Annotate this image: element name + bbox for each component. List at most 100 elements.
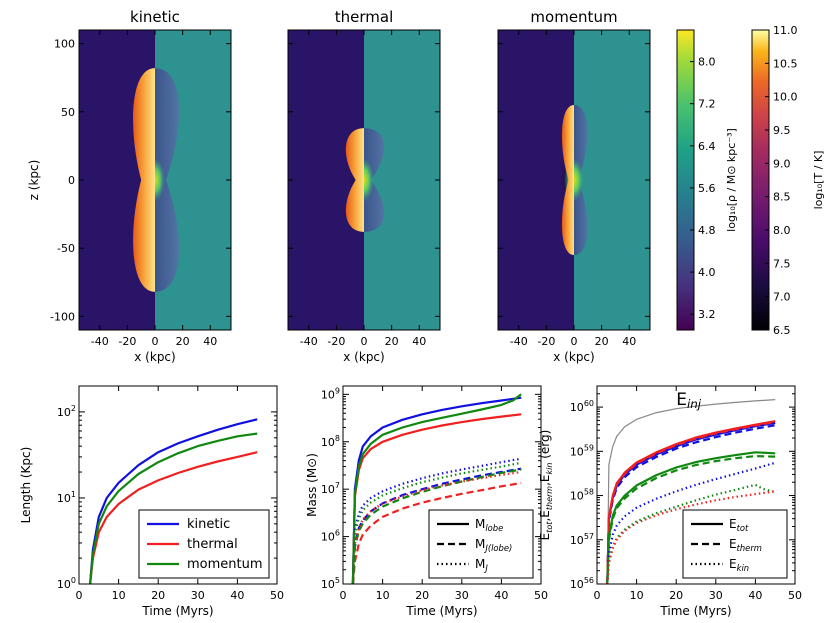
legend-label: Mlobe (475, 517, 503, 533)
map-xtick-label: -40 (91, 335, 109, 348)
legend-label-sub: therm (737, 543, 762, 553)
chart-xtick-label: 20 (151, 589, 165, 602)
colorbar-tick-label: 8.5 (773, 191, 791, 204)
series-line-momentum-j (351, 461, 522, 584)
chart-ytick-label: 1056 (570, 576, 594, 591)
colorbars: 3.2 4.0 4.8 5.6 6.4 7.2 8.0 log₁₀[ρ / M⊙ kpc⁻³]… (676, 24, 825, 337)
temperature-lobe (345, 128, 364, 232)
legend-label-base: E (729, 537, 737, 551)
chart-ylabel-part: ,E (538, 510, 552, 521)
chart-xtick-label: 0 (76, 589, 83, 602)
map-xtick-label: -20 (118, 335, 136, 348)
map-xtick-label: 0 (152, 335, 159, 348)
chart-series-group (606, 399, 776, 584)
chart-ylabel-part: E (538, 533, 552, 541)
map-xtick-label: -20 (537, 335, 555, 348)
chart-xtick-label: 50 (270, 589, 284, 602)
series-line-thermal-therm (606, 420, 776, 584)
legend-label-sub: lobe (485, 523, 503, 533)
colorbar-label: log₁₀[ρ / M⊙ kpc⁻³] (725, 128, 738, 232)
colorbar-tick-label: 8.0 (773, 224, 791, 237)
chart-ytick-label: 106 (321, 529, 340, 544)
chart-ytick-label-exp: 9 (335, 386, 340, 395)
chart-ytick-label-base: 10 (321, 531, 335, 544)
map-panel-momentum: momentum -40 -20 0 20 40 x (kpc) (497, 8, 651, 364)
chart-ytick-label-base: 10 (570, 578, 584, 591)
simulation-maps: kinetic -40 -20 0 20 40 x (kpc) -100 -50 0 50 100 z … (27, 8, 651, 364)
chart-ylabel-part: tot (545, 521, 554, 533)
colorbar-tick-label: 7.0 (773, 291, 791, 304)
colorbar-tick-label: 9.0 (773, 157, 791, 170)
map-ytick-label: -50 (57, 242, 75, 255)
chart-ytick-label-exp: 59 (584, 443, 594, 452)
legend-label: momentum (187, 557, 263, 572)
chart-ytick-label: 1059 (570, 443, 594, 458)
legend-label: MJ (475, 557, 488, 573)
temperature-lobe (133, 68, 155, 292)
colorbar-tick-label: 10.0 (773, 91, 798, 104)
temperature-lobe (561, 105, 574, 255)
chart-xtick-label: 20 (415, 589, 429, 602)
legend-label-sub: kin (737, 563, 750, 573)
legend-label-sub: J(lobe) (483, 543, 512, 553)
chart-legend: kinetic thermal momentum (138, 509, 270, 579)
legend-label: kinetic (187, 517, 230, 532)
series-line-thermal (89, 451, 258, 584)
colorbar-tick-label: 4.8 (698, 224, 716, 237)
chart-ylabel: Length (Kpc) (19, 447, 33, 524)
chart-ylabel: Mass (M⊙) (305, 453, 319, 517)
legend-label-base: M (475, 517, 485, 531)
map-xtick-label: 40 (203, 335, 217, 348)
legend-label: Ekin (729, 557, 749, 573)
colorbar-tick-label: 11.0 (773, 24, 798, 37)
map-xtick-label: 0 (361, 335, 368, 348)
chart-ytick-label-exp: 2 (71, 404, 76, 413)
chart-xtick-label: 40 (748, 589, 762, 602)
legend-label: Etot (729, 517, 749, 533)
chart-ytick-label-exp: 56 (584, 576, 594, 585)
chart-ylabel: Etot,Etherm,Ekin (erg) (538, 430, 554, 541)
chart-ytick-label: 107 (321, 481, 340, 496)
chart-xtick-label: 20 (669, 589, 683, 602)
density-cocoon (155, 68, 179, 292)
map-xtick-label: 40 (412, 335, 426, 348)
legend-box (428, 509, 534, 579)
legend-label: MJ(lobe) (475, 537, 512, 553)
chart-ytick-label-base: 10 (321, 483, 335, 496)
chart-xtick-label: 40 (494, 589, 508, 602)
map-xtick-label: -20 (327, 335, 345, 348)
chart-ytick-label-exp: 6 (335, 529, 340, 538)
chart-xtick-label: 30 (709, 589, 723, 602)
colorbar-temperature: 6.5 7.0 7.5 8.0 8.5 9.0 9.5 10.0 10.5 11.0 log₁₀[T… (751, 24, 825, 337)
colorbar-tick-label: 6.5 (773, 324, 791, 337)
series-line-momentum-kin (606, 483, 776, 584)
legend-box (682, 509, 788, 579)
map-title: kinetic (130, 8, 180, 26)
chart-xlabel: Time (Myrs) (405, 604, 477, 618)
chart-ytick-label: 1057 (570, 532, 594, 547)
chart-ytick-label-base: 10 (570, 445, 584, 458)
map-xtick-label: 20 (385, 335, 399, 348)
colorbar-tick-label: 7.5 (773, 257, 791, 270)
chart-annotation-sub: inj (687, 397, 702, 411)
chart-ytick-label: 108 (321, 434, 340, 449)
legend-label-base: M (475, 537, 485, 551)
colorbar-tick-label: 10.5 (773, 57, 798, 70)
chart-ytick-label-base: 10 (321, 436, 335, 449)
series-line-kinetic-therm (606, 424, 776, 584)
chart-ytick-label-exp: 0 (71, 576, 76, 585)
legend-label: Etherm (729, 537, 762, 553)
density-background (574, 30, 650, 330)
legend-label-base: E (729, 557, 737, 571)
chart-annotation-base: E (676, 390, 687, 410)
map-xlabel: x (kpc) (134, 350, 175, 364)
chart-ytick-label: 102 (57, 404, 76, 419)
chart-xtick-label: 30 (191, 589, 205, 602)
map-xlabel: x (kpc) (553, 350, 594, 364)
chart-ylabel-part: (erg) (538, 430, 552, 463)
colorbar-tick-label: 7.2 (698, 98, 716, 111)
